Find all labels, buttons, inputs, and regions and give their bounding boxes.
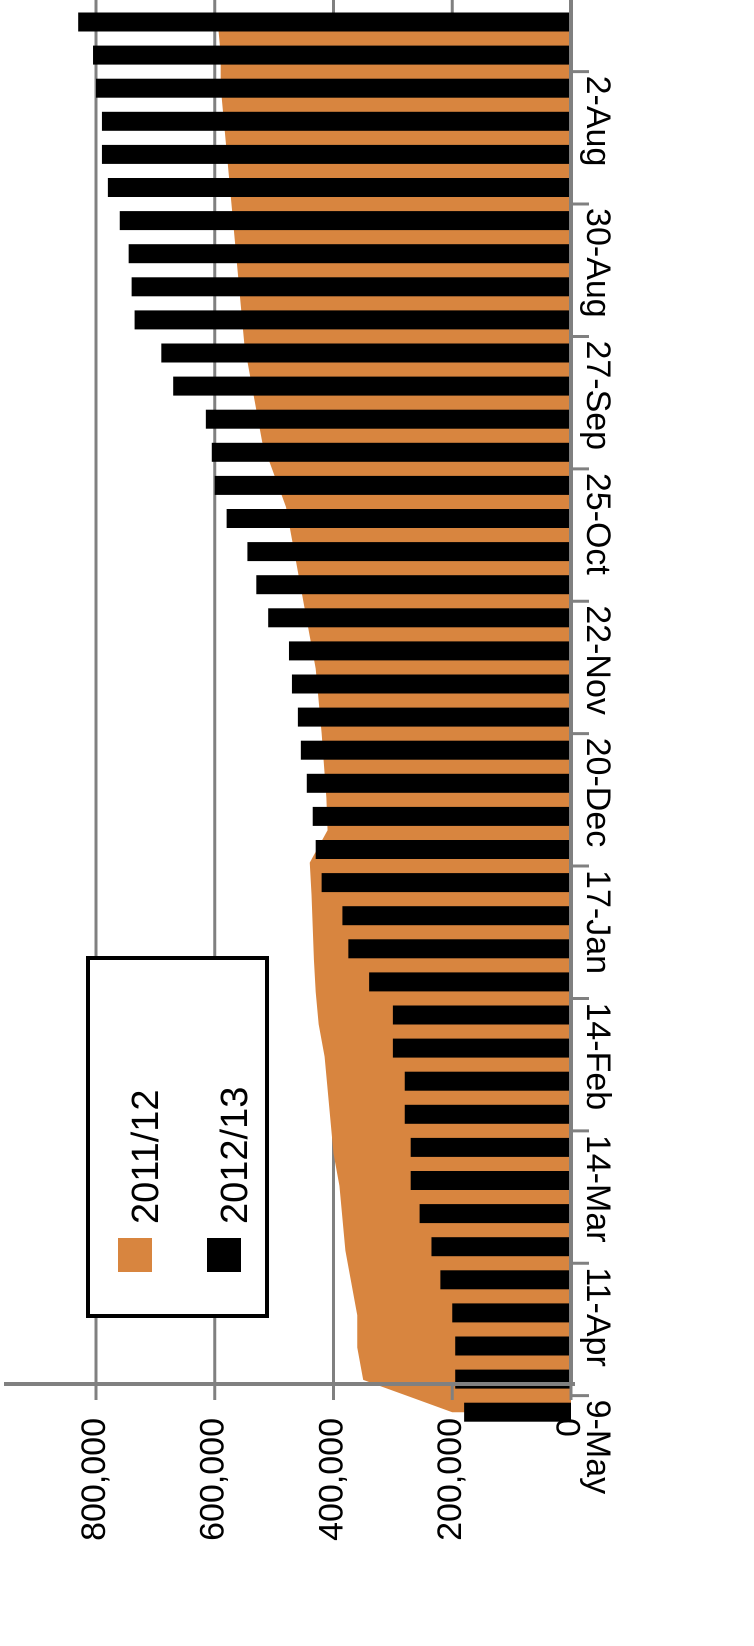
bar-2012-13-0 bbox=[464, 1402, 571, 1422]
bar-2012-13-33 bbox=[134, 310, 571, 330]
bar-2012-13-24 bbox=[268, 608, 571, 628]
y-tick-label-1: 200,000 bbox=[431, 1418, 469, 1541]
x-tick-label-8: 14-Mar bbox=[579, 1135, 617, 1243]
y-tick-label-2: 400,000 bbox=[312, 1418, 350, 1541]
bar-2012-13-25 bbox=[256, 575, 571, 595]
legend-label-2012-13: 2012/13 bbox=[214, 1087, 256, 1224]
bar-2012-13-6 bbox=[419, 1204, 571, 1224]
bar-2012-13-32 bbox=[161, 343, 571, 363]
bar-2012-13-17 bbox=[315, 840, 571, 859]
bar-2012-13-19 bbox=[306, 773, 571, 793]
bar-2012-13-5 bbox=[431, 1237, 571, 1257]
bar-2012-13-37 bbox=[107, 178, 571, 197]
x-tick-labels: 2-Aug 30-Aug 27-Sep 25-Oct 22-Nov 20-Dec 17-Ja… bbox=[579, 76, 617, 1494]
legend: 2011/12 2012/13 bbox=[86, 956, 269, 1318]
bar-2012-13-28 bbox=[214, 475, 571, 495]
bar-2012-13-15 bbox=[342, 906, 571, 926]
bar-2012-13-21 bbox=[297, 707, 571, 727]
x-tick-label-4: 22-Nov bbox=[579, 605, 617, 715]
x-tick-label-0: 2-Aug bbox=[579, 76, 617, 167]
y-tick-label-0: 0 bbox=[550, 1418, 588, 1437]
legend-swatch-2011-12 bbox=[118, 1238, 152, 1272]
bar-2012-13-18 bbox=[312, 806, 571, 826]
y-tick-label-3: 600,000 bbox=[194, 1418, 232, 1541]
bar-2012-13-36 bbox=[119, 211, 571, 231]
x-tick-label-5: 20-Dec bbox=[579, 738, 617, 848]
bar-2012-13-11 bbox=[392, 1038, 571, 1058]
bar-2012-13-29 bbox=[211, 442, 571, 462]
bar-2012-13-22 bbox=[291, 674, 571, 694]
bar-2012-13-14 bbox=[348, 939, 571, 959]
plot-area: 2011/12 2012/13 2-Aug30-Aug27-Sep25-Oct2… bbox=[4, 0, 617, 1541]
bar-2012-13-16 bbox=[321, 873, 571, 893]
bar-2012-13-10 bbox=[404, 1071, 571, 1091]
x-tick-label-7: 14-Feb bbox=[579, 1002, 617, 1110]
axes bbox=[4, 0, 589, 1400]
bar-2012-13-8 bbox=[410, 1137, 571, 1157]
bar-2012-13-41 bbox=[93, 45, 571, 65]
bar-2012-13-13 bbox=[369, 972, 571, 992]
bar-2012-13-39 bbox=[101, 111, 571, 131]
bar-2012-13-20 bbox=[300, 740, 571, 760]
legend-label-2011-12: 2011/12 bbox=[125, 1089, 167, 1224]
y-tick-label-4: 800,000 bbox=[75, 1418, 113, 1541]
x-tick-label-2: 27-Sep bbox=[579, 340, 617, 450]
x-tick-label-10: 9-May bbox=[579, 1400, 617, 1494]
bar-2012-13-4 bbox=[440, 1270, 571, 1290]
bar-2012-13-3 bbox=[452, 1303, 571, 1323]
bar-2012-13-9 bbox=[404, 1104, 571, 1124]
bar-2012-13-26 bbox=[247, 542, 571, 562]
y-tick-labels: 0 200,000 400,000 600,000 800,000 bbox=[75, 1418, 588, 1541]
series-2012-13-bars bbox=[78, 12, 571, 1422]
x-tick-label-3: 25-Oct bbox=[579, 473, 617, 576]
bar-2012-13-38 bbox=[101, 144, 571, 164]
bar-2012-13-35 bbox=[128, 244, 571, 264]
x-tick-label-6: 17-Jan bbox=[579, 870, 617, 974]
bar-2012-13-12 bbox=[392, 1005, 571, 1025]
x-tick-label-9: 11-Apr bbox=[579, 1267, 617, 1367]
bar-2012-13-23 bbox=[288, 641, 571, 661]
bar-2012-13-34 bbox=[131, 277, 571, 297]
bar-2012-13-7 bbox=[410, 1171, 571, 1190]
legend-swatch-2012-13 bbox=[207, 1238, 241, 1272]
bar-2012-13-40 bbox=[96, 78, 571, 98]
bar-2012-13-2 bbox=[455, 1336, 571, 1356]
bar-2012-13-42 bbox=[78, 12, 571, 32]
x-tick-label-1: 30-Aug bbox=[579, 208, 617, 318]
bar-2012-13-31 bbox=[173, 376, 571, 396]
bar-2012-13-30 bbox=[205, 409, 571, 429]
bar-2012-13-27 bbox=[226, 509, 571, 528]
